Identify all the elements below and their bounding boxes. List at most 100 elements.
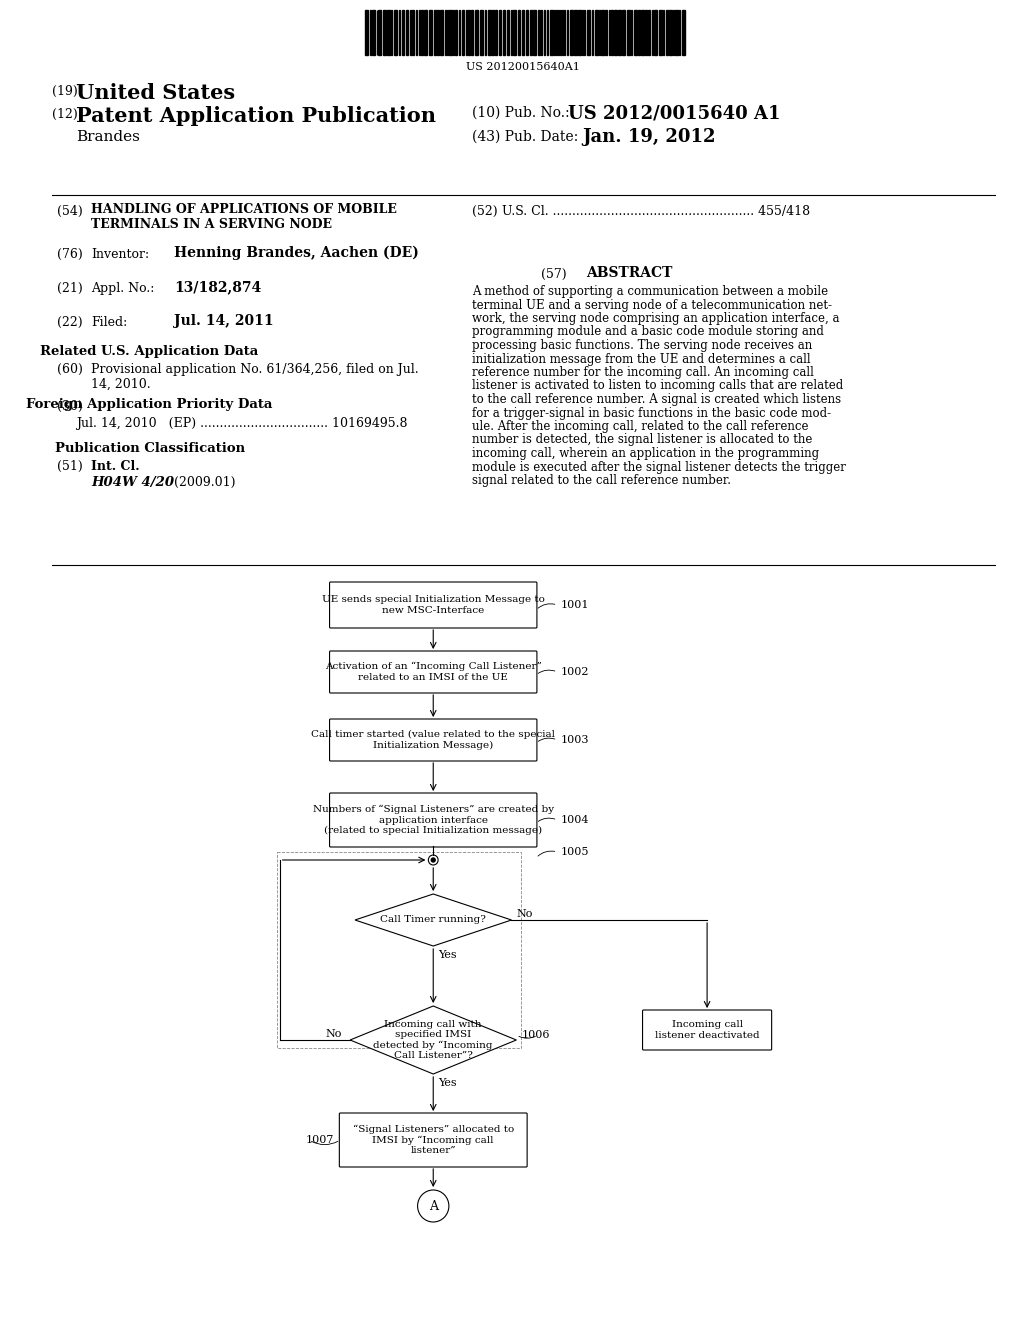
Circle shape [431,858,435,862]
Text: listener is activated to listen to incoming calls that are related: listener is activated to listen to incom… [472,380,844,392]
Text: (22): (22) [56,315,82,329]
Bar [437,11,439,55]
Bar [387,11,390,55]
Text: A method of supporting a communication between a mobile: A method of supporting a communication b… [472,285,828,298]
Bar [511,11,512,55]
Text: No: No [326,1030,342,1039]
Text: A: A [429,1200,437,1213]
Text: signal related to the call reference number.: signal related to the call reference num… [472,474,731,487]
Circle shape [418,1191,449,1222]
Text: Inventor:: Inventor: [91,248,150,261]
Text: Int. Cl.: Int. Cl. [91,459,139,473]
Bar [503,11,505,55]
Text: “Signal Listeners” allocated to
IMSI by “Incoming call
listener”: “Signal Listeners” allocated to IMSI by … [352,1125,514,1155]
Text: ABSTRACT: ABSTRACT [586,267,672,280]
Bar [488,11,490,55]
Text: initialization message from the UE and determines a call: initialization message from the UE and d… [472,352,811,366]
Text: processing basic functions. The serving node receives an: processing basic functions. The serving … [472,339,813,352]
Bar [570,11,573,55]
Polygon shape [355,894,511,946]
Text: Patent Application Publication: Patent Application Publication [76,106,436,125]
Bar [513,11,516,55]
Text: 1005: 1005 [560,847,589,857]
Bar [638,11,640,55]
Text: reference number for the incoming call. An incoming call: reference number for the incoming call. … [472,366,814,379]
Bar [424,11,427,55]
Bar [449,11,452,55]
Bar [534,11,536,55]
Bar [394,11,397,55]
Bar [605,11,607,55]
FancyBboxPatch shape [642,1010,772,1049]
FancyBboxPatch shape [339,1113,527,1167]
Bar [499,11,501,55]
Text: Incoming call
listener deactivated: Incoming call listener deactivated [654,1020,760,1040]
Bar [492,11,494,55]
Text: 1001: 1001 [560,601,589,610]
Text: Foreign Application Priority Data: Foreign Application Priority Data [27,399,272,411]
Bar [471,11,473,55]
Bar [648,11,650,55]
Text: Publication Classification: Publication Classification [54,442,245,455]
Bar [466,11,468,55]
Text: (43) Pub. Date:: (43) Pub. Date: [472,129,579,144]
Text: work, the serving node comprising an application interface, a: work, the serving node comprising an app… [472,312,840,325]
Text: HANDLING OF APPLICATIONS OF MOBILE
TERMINALS IN A SERVING NODE: HANDLING OF APPLICATIONS OF MOBILE TERMI… [91,203,396,231]
Text: (19): (19) [52,84,78,98]
Bar [641,11,643,55]
Bar [462,11,464,55]
Bar [654,11,657,55]
Bar [402,11,403,55]
Text: (52): (52) [472,205,498,218]
Text: (76): (76) [56,248,82,261]
Bar [644,11,647,55]
Text: Henning Brandes, Aachen (DE): Henning Brandes, Aachen (DE) [174,246,419,260]
Bar [538,11,540,55]
Text: (54): (54) [56,205,82,218]
Text: Yes: Yes [438,950,457,960]
Text: Numbers of “Signal Listeners” are created by
application interface
(related to s: Numbers of “Signal Listeners” are create… [312,805,554,836]
Text: (12): (12) [52,108,78,121]
Text: Provisional application No. 61/364,256, filed on Jul.
14, 2010.: Provisional application No. 61/364,256, … [91,363,419,391]
Text: number is detected, the signal listener is allocated to the: number is detected, the signal listener … [472,433,813,446]
Text: Appl. No.:: Appl. No.: [91,282,155,294]
Text: US 20120015640A1: US 20120015640A1 [466,62,581,73]
Text: US 2012/0015640 A1: US 2012/0015640 A1 [568,104,780,121]
Text: Jul. 14, 2010   (EP) ................................. 10169495.8: Jul. 14, 2010 (EP) .....................… [76,417,408,430]
Text: UE sends special Initialization Message to
new MSC-Interface: UE sends special Initialization Message … [322,595,545,615]
Bar [522,11,524,55]
Text: No: No [516,909,532,919]
Bar [383,11,386,55]
Bar [429,11,432,55]
Text: (57): (57) [541,268,566,281]
Text: Incoming call with
specified IMSI
detected by “Incoming
Call Listener”?: Incoming call with specified IMSI detect… [374,1020,493,1060]
Bar [480,11,483,55]
Text: Related U.S. Application Data: Related U.S. Application Data [41,345,259,358]
Text: to the call reference number. A signal is created which listens: to the call reference number. A signal i… [472,393,842,407]
Text: (60): (60) [56,363,83,376]
Text: Filed:: Filed: [91,315,127,329]
Text: Jan. 19, 2012: Jan. 19, 2012 [582,128,716,147]
Bar [611,11,613,55]
Text: United States: United States [76,83,236,103]
Text: 1002: 1002 [560,667,589,677]
Text: terminal UE and a serving node of a telecommunication net-: terminal UE and a serving node of a tele… [472,298,833,312]
Bar [599,11,600,55]
Text: (30): (30) [56,400,83,413]
Bar [578,11,581,55]
Text: for a trigger-signal in basic functions in the basic code mod-: for a trigger-signal in basic functions … [472,407,831,420]
Text: 1004: 1004 [560,814,589,825]
Text: Activation of an “Incoming Call Listener”
related to an IMSI of the UE: Activation of an “Incoming Call Listener… [325,663,542,682]
Text: Jul. 14, 2011: Jul. 14, 2011 [174,314,273,327]
Text: Call Timer running?: Call Timer running? [380,916,486,924]
Text: (2009.01): (2009.01) [174,477,236,488]
Bar [440,11,443,55]
Text: U.S. Cl. .................................................... 455/418: U.S. Cl. ...............................… [502,205,810,218]
Text: 1007: 1007 [306,1135,335,1144]
Text: 1006: 1006 [521,1030,550,1040]
Bar [659,11,663,55]
Bar [412,11,414,55]
Text: (21): (21) [56,282,82,294]
Bar [406,11,408,55]
Text: (51): (51) [56,459,82,473]
